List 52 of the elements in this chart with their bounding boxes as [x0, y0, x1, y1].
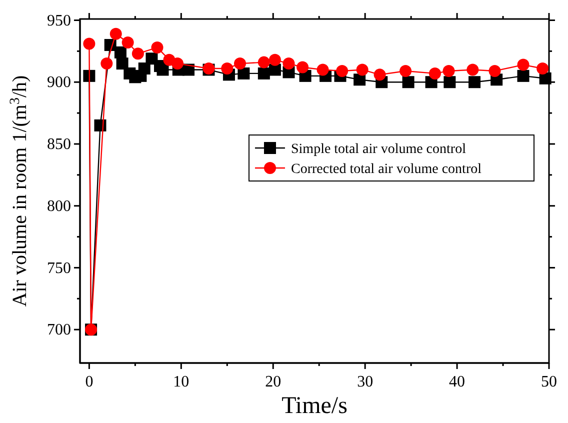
- point: [536, 62, 549, 74]
- point: [110, 28, 122, 40]
- x-tick-label: 40: [449, 373, 466, 390]
- point: [258, 67, 270, 80]
- legend-label: Corrected total air volume control: [291, 162, 482, 177]
- y-tick-label: 950: [47, 12, 71, 30]
- point: [336, 64, 348, 77]
- x-tick-label: 0: [85, 373, 94, 390]
- point: [356, 64, 368, 76]
- y-tick-label: 750: [47, 260, 71, 277]
- x-tick-label: 10: [173, 373, 190, 390]
- point: [268, 54, 281, 66]
- point: [488, 64, 501, 77]
- point: [444, 76, 456, 88]
- point: [442, 64, 455, 77]
- x-tick-label: 30: [357, 373, 374, 390]
- point: [122, 36, 134, 49]
- point: [282, 58, 295, 70]
- point: [221, 62, 234, 74]
- point: [316, 64, 329, 76]
- y-tick-label: 800: [47, 198, 71, 215]
- point: [132, 48, 144, 60]
- point: [296, 61, 309, 74]
- point: [100, 58, 113, 70]
- y-tick-label: 900: [47, 74, 71, 92]
- point: [238, 67, 250, 80]
- point: [466, 64, 479, 76]
- point: [83, 38, 96, 50]
- point: [156, 64, 169, 76]
- point: [114, 46, 126, 58]
- point: [354, 74, 366, 86]
- point: [468, 76, 481, 88]
- x-tick-label: 50: [541, 373, 557, 390]
- point: [517, 70, 530, 82]
- x-axis-title: Time/s: [282, 393, 348, 419]
- x-tick-label: 20: [265, 373, 282, 390]
- point: [138, 62, 150, 74]
- legend-label: Simple total air volume control: [291, 142, 466, 157]
- y-tick-label: 700: [47, 322, 71, 339]
- point: [151, 41, 164, 54]
- point: [171, 58, 184, 70]
- point: [402, 76, 414, 88]
- point: [374, 68, 386, 81]
- point: [517, 58, 530, 71]
- point: [539, 72, 552, 84]
- point: [83, 70, 96, 82]
- point: [234, 58, 246, 70]
- y-tick-label: 850: [47, 136, 71, 154]
- point: [400, 64, 412, 77]
- point: [428, 67, 441, 80]
- point: [116, 58, 128, 70]
- point: [258, 56, 270, 68]
